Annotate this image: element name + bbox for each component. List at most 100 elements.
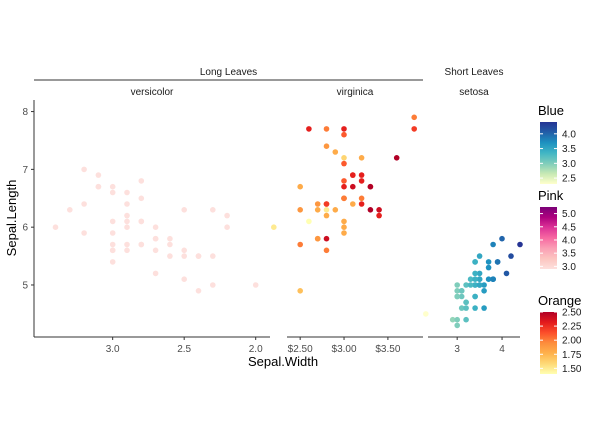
data-point bbox=[485, 259, 492, 265]
legend-tick-label: 3.0 bbox=[562, 262, 576, 273]
data-point bbox=[358, 201, 365, 207]
data-point bbox=[81, 201, 87, 207]
legend-tick-label: 2.00 bbox=[562, 336, 582, 347]
data-point bbox=[393, 155, 400, 161]
data-point bbox=[481, 282, 487, 288]
data-point bbox=[332, 207, 339, 213]
data-point bbox=[297, 288, 304, 294]
point-marks bbox=[52, 114, 523, 329]
data-point bbox=[508, 253, 514, 259]
data-point bbox=[210, 282, 216, 288]
x-tick-label: 4 bbox=[499, 344, 505, 355]
legend-tick-label: 4.0 bbox=[562, 235, 576, 246]
data-point bbox=[181, 207, 187, 213]
data-point bbox=[224, 224, 230, 230]
facet-strip-label: virginica bbox=[337, 87, 374, 98]
legend-tick-label: 3.0 bbox=[562, 159, 576, 170]
data-point bbox=[376, 207, 382, 213]
data-point bbox=[224, 212, 230, 219]
facet-strip-label: versicolor bbox=[131, 87, 174, 98]
legend-tick-label: 2.5 bbox=[562, 174, 576, 185]
data-point bbox=[358, 155, 365, 161]
color-legends: Blue 2.5 3.0 3.5 4.0 Pink 3.0 3.5 4.0 4.5 5.0 Orang… bbox=[538, 103, 582, 375]
data-point bbox=[490, 276, 496, 283]
data-point bbox=[252, 282, 259, 288]
data-point bbox=[463, 316, 469, 323]
data-point bbox=[67, 207, 73, 213]
data-point bbox=[472, 259, 478, 265]
data-point bbox=[341, 131, 347, 138]
data-point bbox=[297, 183, 304, 190]
data-point bbox=[458, 305, 465, 311]
data-point bbox=[358, 195, 365, 202]
data-point bbox=[350, 172, 356, 178]
x-tick-label: 3.0 bbox=[106, 344, 120, 355]
data-point bbox=[124, 241, 130, 248]
data-point bbox=[52, 224, 59, 230]
data-point bbox=[454, 288, 461, 294]
data-point bbox=[124, 218, 130, 225]
data-point bbox=[323, 207, 330, 213]
data-point bbox=[323, 126, 330, 132]
legend-title: Pink bbox=[538, 188, 564, 203]
data-point bbox=[350, 201, 356, 207]
data-point bbox=[124, 247, 130, 254]
data-point bbox=[494, 259, 501, 265]
data-point bbox=[323, 143, 330, 149]
data-point bbox=[490, 241, 496, 248]
facet-labels: Long Leaves Short Leaves versicolor virgini… bbox=[34, 67, 503, 98]
legend-color-bar bbox=[540, 207, 557, 269]
data-point bbox=[358, 172, 365, 178]
data-point bbox=[138, 218, 145, 225]
group-label: Long Leaves bbox=[200, 67, 257, 78]
data-point bbox=[109, 189, 116, 196]
data-point bbox=[411, 126, 418, 132]
y-tick-label: 7 bbox=[22, 165, 28, 176]
legend-color-bar bbox=[540, 122, 557, 184]
data-point bbox=[472, 293, 478, 300]
data-point bbox=[167, 241, 173, 248]
data-point bbox=[341, 230, 347, 236]
x-tick-label: $3.50 bbox=[375, 344, 400, 355]
x-tick-label: $2.50 bbox=[288, 344, 313, 355]
data-point bbox=[314, 201, 321, 207]
data-point bbox=[341, 126, 347, 132]
data-point bbox=[109, 241, 116, 248]
legend-pink: Pink 3.0 3.5 4.0 4.5 5.0 bbox=[538, 188, 576, 273]
data-point bbox=[195, 288, 202, 294]
axes: 3.0 2.5 2.0 $2.50 $3.00 $3.50 3 4 5 6 7 8 bbox=[22, 100, 520, 355]
data-point bbox=[472, 270, 478, 277]
data-point bbox=[306, 218, 312, 225]
data-point bbox=[341, 218, 347, 225]
data-point bbox=[481, 288, 487, 294]
data-point bbox=[517, 241, 523, 248]
data-point bbox=[152, 224, 159, 230]
legend-tick-label: 3.5 bbox=[562, 144, 576, 155]
data-point bbox=[472, 305, 478, 311]
data-point bbox=[109, 247, 116, 254]
x-tick-label: 2.0 bbox=[249, 344, 263, 355]
y-tick-label: 6 bbox=[22, 223, 28, 234]
legend-tick-label: 3.5 bbox=[562, 249, 576, 260]
legend-title: Blue bbox=[538, 103, 564, 118]
data-point bbox=[341, 160, 347, 167]
data-point bbox=[458, 293, 465, 300]
data-point bbox=[323, 212, 330, 219]
data-point bbox=[472, 276, 478, 283]
data-point bbox=[181, 253, 187, 259]
data-point bbox=[350, 183, 356, 190]
data-point bbox=[341, 178, 347, 184]
legend-tick-label: 2.25 bbox=[562, 322, 582, 333]
x-tick-label: 3 bbox=[454, 344, 460, 355]
y-axis-title: Sepal.Length bbox=[4, 180, 19, 257]
x-tick-label: $3.00 bbox=[332, 344, 357, 355]
data-point bbox=[449, 316, 456, 323]
data-point bbox=[485, 276, 492, 283]
data-point bbox=[323, 235, 330, 242]
legend-tick-label: 1.75 bbox=[562, 350, 582, 361]
data-point bbox=[341, 155, 347, 161]
legend-tick-label: 2.50 bbox=[562, 308, 582, 319]
data-point bbox=[210, 253, 216, 259]
x-tick-label: 2.5 bbox=[177, 344, 191, 355]
